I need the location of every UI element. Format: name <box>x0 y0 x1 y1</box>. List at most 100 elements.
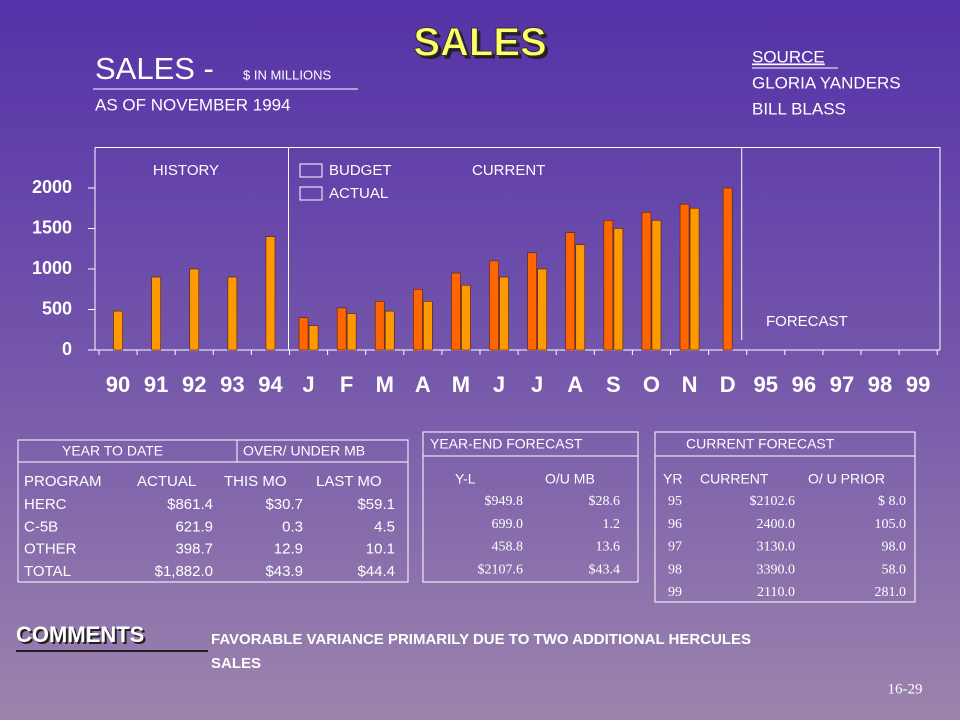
table-cell: $30.7 <box>265 496 303 513</box>
x-tick-label: 92 <box>182 372 206 397</box>
table-cell: 2400.0 <box>757 517 796 532</box>
table-cell: 398.7 <box>175 541 213 558</box>
table-cell: 10.1 <box>366 541 395 558</box>
table-cell: 96 <box>668 517 682 532</box>
y-tick-label: 1000 <box>32 258 72 278</box>
x-tick-label: S <box>606 372 621 397</box>
y-tick-label: 2000 <box>32 177 72 197</box>
x-tick-label: J <box>531 372 543 397</box>
legend-label: BUDGET <box>329 162 392 179</box>
x-tick-label: A <box>567 372 583 397</box>
table-header: PROGRAM <box>24 473 102 490</box>
bar <box>374 301 385 351</box>
table-cell: $ 8.0 <box>878 494 906 509</box>
bar <box>613 228 624 351</box>
table-cell: 4.5 <box>374 518 395 535</box>
table-header: LAST MO <box>316 473 382 490</box>
table-title: CURRENT FORECAST <box>686 436 835 452</box>
page-number: 16-29 <box>888 681 923 697</box>
table-header: CURRENT <box>700 471 769 487</box>
table-cell: C-5B <box>24 518 58 535</box>
bar <box>113 310 123 351</box>
table-cell: 3390.0 <box>757 562 796 577</box>
x-tick-label: 94 <box>258 372 283 397</box>
comment-line: FAVORABLE VARIANCE PRIMARILY DUE TO TWO … <box>211 631 751 648</box>
table-header: O/U MB <box>545 471 595 487</box>
table-header: O/ U PRIOR <box>808 471 885 487</box>
table-frame <box>654 431 916 603</box>
y-tick-label: 500 <box>42 298 72 318</box>
table-cell: 1.2 <box>603 517 621 532</box>
section-label: CURRENT <box>472 162 545 179</box>
table-header: ACTUAL <box>137 473 196 490</box>
table-cell: $28.6 <box>589 494 621 509</box>
table-group-header: YEAR TO DATE <box>62 443 163 459</box>
x-tick-label: O <box>643 372 660 397</box>
x-tick-label: 93 <box>220 372 244 397</box>
table-cell: 58.0 <box>882 562 907 577</box>
y-tick-label: 0 <box>62 339 72 359</box>
y-tick-label: 1500 <box>32 217 72 237</box>
x-tick-label: A <box>415 372 431 397</box>
table-cell: 0.3 <box>282 518 303 535</box>
bar <box>641 212 652 351</box>
bar <box>527 252 537 351</box>
table-cell: 699.0 <box>492 517 524 532</box>
x-tick-label: M <box>376 372 394 397</box>
x-tick-label: J <box>493 372 505 397</box>
table-cell: 95 <box>668 494 682 509</box>
x-tick-label: 97 <box>830 372 854 397</box>
bar <box>499 276 509 351</box>
x-tick-label: J <box>302 372 314 397</box>
source-name: BILL BLASS <box>752 99 846 118</box>
bar <box>413 288 423 351</box>
bar <box>151 276 161 351</box>
table-cell: 97 <box>668 540 682 555</box>
table-cell: $861.4 <box>167 496 213 513</box>
table-cell: 98.0 <box>882 540 907 555</box>
x-tick-label: F <box>340 372 353 397</box>
table-cell: $44.4 <box>357 563 395 580</box>
table-cell: $949.8 <box>485 494 524 509</box>
table-title: YEAR-END FORECAST <box>430 436 583 452</box>
title-shadow: SALES <box>416 24 549 68</box>
bar <box>565 232 576 351</box>
x-tick-label: D <box>720 372 736 397</box>
comments-shadow: COMMENTS <box>18 624 146 649</box>
x-tick-label: M <box>452 372 470 397</box>
x-tick-label: N <box>682 372 698 397</box>
table-cell: TOTAL <box>24 563 71 580</box>
table-cell: $2107.6 <box>478 562 524 577</box>
bar <box>722 187 733 351</box>
bar <box>451 272 461 351</box>
section-label: FORECAST <box>766 313 848 330</box>
table-cell: $2102.6 <box>750 494 796 509</box>
bar <box>575 244 586 351</box>
table-cell: $43.9 <box>265 563 303 580</box>
bar <box>336 307 347 351</box>
section-label: HISTORY <box>153 162 219 179</box>
source-label: SOURCE <box>752 47 825 66</box>
bar <box>227 276 238 351</box>
bar <box>189 268 200 351</box>
x-tick-label: 95 <box>754 372 778 397</box>
table-cell: $59.1 <box>357 496 395 513</box>
table-cell: HERC <box>24 496 67 513</box>
bar <box>461 284 471 351</box>
table-header: YR <box>663 471 682 487</box>
table-cell: $43.4 <box>589 562 621 577</box>
table-cell: 458.8 <box>492 540 524 555</box>
units: $ IN MILLIONS <box>243 67 331 82</box>
legend-swatch <box>299 163 323 178</box>
table-cell: OTHER <box>24 541 77 558</box>
table-header: Y-L <box>455 471 476 487</box>
bar <box>346 313 357 351</box>
bar <box>265 236 276 351</box>
x-tick-label: 96 <box>792 372 816 397</box>
table-header: THIS MO <box>224 473 287 490</box>
bar <box>308 325 319 351</box>
bar <box>689 207 700 351</box>
source-name: GLORIA YANDERS <box>752 73 901 92</box>
comment-line: SALES <box>211 655 261 672</box>
table-cell: 99 <box>668 585 682 600</box>
